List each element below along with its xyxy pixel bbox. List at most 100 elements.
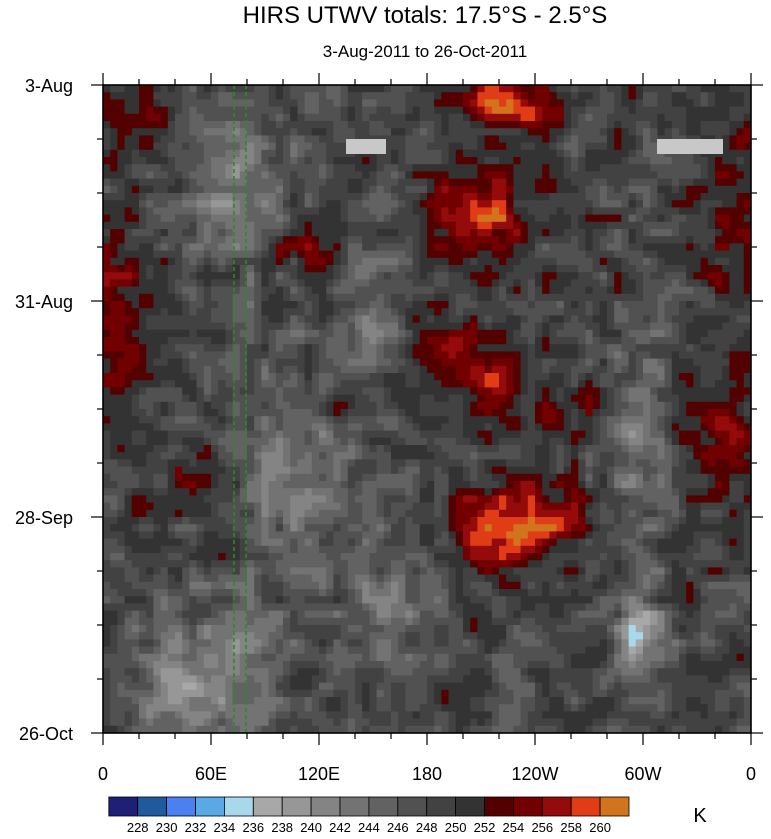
field-cell (441, 322, 449, 331)
field-cell (405, 272, 413, 280)
field-cell (722, 466, 730, 475)
field-cell (722, 221, 730, 230)
field-cell (182, 481, 190, 489)
field-cell (247, 164, 255, 172)
field-cell (355, 466, 363, 475)
field-cell (254, 459, 262, 467)
field-cell (585, 265, 593, 273)
field-cell (578, 193, 586, 201)
field-cell (175, 452, 183, 460)
field-cell (239, 257, 248, 266)
field-cell (657, 236, 665, 244)
field-cell (671, 394, 680, 403)
field-cell (218, 459, 226, 467)
field-cell (398, 128, 406, 136)
field-cell (225, 229, 233, 237)
field-cell (355, 394, 363, 403)
field-cell (182, 113, 190, 122)
field-cell (333, 236, 341, 244)
field-cell (326, 250, 334, 259)
field-cell (614, 365, 622, 374)
field-cell (196, 452, 205, 460)
field-cell (117, 250, 125, 259)
field-cell (290, 265, 298, 273)
field-cell (275, 459, 284, 467)
field-cell (506, 473, 514, 482)
field-cell (650, 99, 658, 107)
field-cell (124, 401, 133, 410)
field-cell (131, 178, 140, 187)
field-cell (355, 164, 363, 172)
field-cell (326, 409, 334, 417)
field-cell (448, 272, 457, 280)
field-cell (304, 113, 313, 122)
field-cell (326, 423, 334, 431)
field-cell (139, 286, 147, 295)
field-cell (671, 416, 680, 424)
field-cell (290, 149, 298, 158)
field-cell (153, 430, 161, 439)
field-cell (513, 193, 521, 201)
field-cell (218, 387, 226, 395)
field-cell (326, 185, 334, 194)
field-cell (182, 394, 190, 403)
field-cell (484, 99, 493, 107)
field-cell (297, 265, 305, 273)
field-cell (463, 473, 471, 482)
field-cell (585, 221, 593, 230)
field-cell (527, 329, 536, 338)
field-cell (513, 416, 521, 424)
field-cell (671, 301, 680, 309)
field-cell (153, 121, 161, 129)
field-cell (664, 301, 673, 309)
field-cell (578, 229, 586, 237)
field-cell (333, 430, 341, 439)
field-cell (391, 178, 399, 187)
field-cell (225, 365, 233, 374)
field-cell (283, 373, 291, 381)
field-cell (722, 207, 730, 215)
field-cell (707, 416, 716, 424)
field-cell (520, 236, 529, 244)
field-cell (304, 128, 313, 136)
field-cell (463, 113, 471, 122)
field-cell (556, 293, 565, 302)
field-cell (110, 207, 118, 215)
field-cell (419, 452, 428, 460)
field-cell (434, 214, 442, 223)
field-cell (239, 481, 248, 489)
field-cell (513, 250, 521, 259)
field-cell (729, 265, 737, 273)
field-cell (563, 423, 572, 431)
field-cell (124, 430, 133, 439)
field-cell (513, 279, 521, 287)
field-cell (657, 322, 665, 331)
field-cell (391, 121, 399, 129)
field-cell (247, 149, 255, 158)
field-cell (484, 113, 493, 122)
field-cell (347, 301, 356, 309)
field-cell (556, 272, 565, 280)
field-cell (355, 185, 363, 194)
field-cell (484, 279, 493, 287)
field-cell (319, 85, 327, 93)
field-cell (585, 99, 593, 107)
field-cell (153, 142, 161, 151)
field-cell (369, 315, 377, 323)
field-cell (499, 171, 507, 179)
field-cell (743, 113, 751, 122)
field-cell (556, 207, 565, 215)
field-cell (146, 92, 154, 100)
field-cell (686, 243, 694, 251)
field-cell (520, 229, 529, 237)
field-cell (362, 106, 370, 115)
field-cell (362, 243, 370, 251)
field-cell (441, 337, 449, 345)
field-cell (160, 293, 169, 302)
field-cell (261, 265, 269, 273)
field-cell (283, 85, 291, 93)
field-cell (463, 293, 471, 302)
field-cell (635, 337, 644, 345)
field-cell (686, 315, 694, 323)
field-cell (441, 265, 449, 273)
